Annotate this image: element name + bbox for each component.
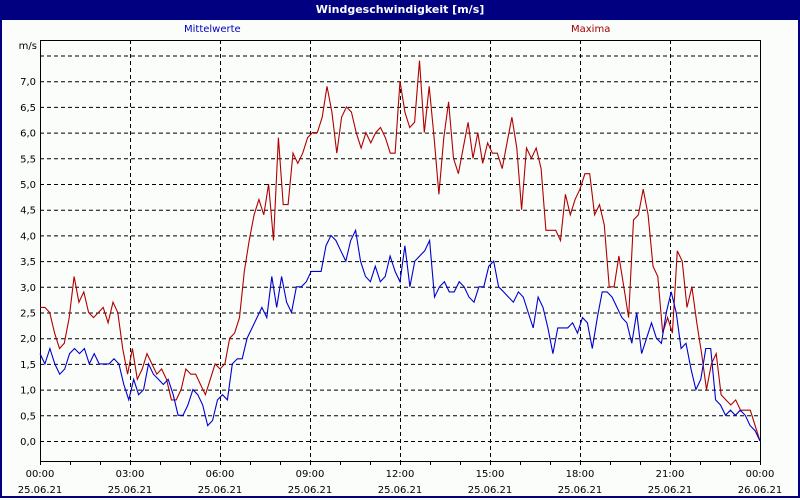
y-tick-label: 1,0 — [20, 386, 36, 397]
series-mittelwerte — [39, 228, 761, 442]
y-tick-label: 0,0 — [20, 437, 36, 448]
y-tick-label: 2,0 — [20, 334, 36, 345]
x-tick-time: 06:00 — [206, 469, 235, 480]
chart-title: Windgeschwindigkeit [m/s] — [0, 0, 800, 20]
x-tick-date: 25.06.21 — [288, 485, 333, 496]
x-tick-date: 25.06.21 — [18, 485, 63, 496]
legend-max: Maxima — [571, 24, 611, 35]
x-tick-date: 26.06.21 — [738, 485, 783, 496]
x-tick-time: 09:00 — [296, 469, 325, 480]
y-tick-label: 7,0 — [20, 77, 36, 88]
series-maxima — [40, 60, 761, 442]
y-tick-label: 5,5 — [20, 154, 36, 165]
y-tick-label: 0,5 — [20, 411, 36, 422]
x-tick-time: 18:00 — [566, 469, 595, 480]
x-tick-date: 25.06.21 — [198, 485, 243, 496]
x-tick-time: 03:00 — [116, 469, 145, 480]
x-tick-date: 25.06.21 — [558, 485, 603, 496]
x-tick-date: 25.06.21 — [378, 485, 423, 496]
y-unit-label: m/s — [19, 41, 37, 52]
y-tick-label: 2,5 — [20, 309, 36, 320]
x-tick-time: 21:00 — [656, 469, 685, 480]
y-tick-label: 4,5 — [20, 206, 36, 217]
y-tick-label: 3,5 — [20, 257, 36, 268]
x-tick-date: 25.06.21 — [468, 485, 513, 496]
y-tick-label: 6,5 — [20, 103, 36, 114]
x-tick-time: 12:00 — [386, 469, 415, 480]
y-tick-label: 5,0 — [20, 180, 36, 191]
y-tick-label: 3,0 — [20, 283, 36, 294]
x-tick-date: 25.06.21 — [648, 485, 693, 496]
legend-mean: Mittelwerte — [184, 24, 241, 35]
x-tick-time: 15:00 — [476, 469, 505, 480]
x-tick-time: 00:00 — [26, 469, 55, 480]
y-tick-label: 4,0 — [20, 231, 36, 242]
x-tick-time: 00:00 — [746, 469, 775, 480]
y-tick-label: 6,0 — [20, 129, 36, 140]
y-tick-label: 1,5 — [20, 360, 36, 371]
x-tick-date: 25.06.21 — [108, 485, 153, 496]
